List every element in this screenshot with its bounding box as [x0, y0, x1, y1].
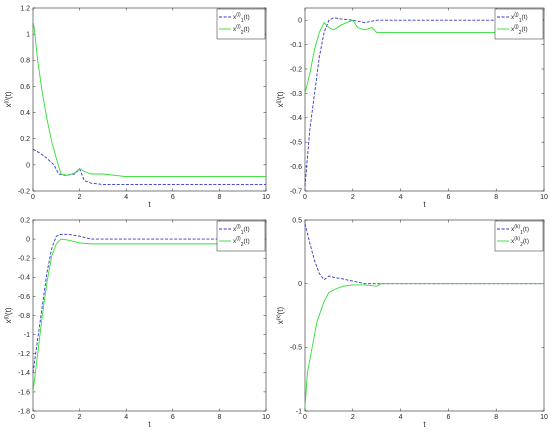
- series-line-2: [304, 283, 544, 408]
- x-tick-label: 6: [171, 194, 175, 201]
- legend-entry-1: x(j)1(t): [511, 12, 528, 24]
- x-tick-label: 8: [217, 194, 221, 201]
- legend-entry-2: x(k)2(t): [511, 236, 529, 248]
- y-tick-label: 0.5: [292, 217, 302, 224]
- series-line-2: [32, 20, 266, 178]
- x-tick-label: 6: [446, 414, 450, 421]
- legend-entry-2: x(i)2(t): [233, 24, 250, 36]
- y-tick-label: -1.6: [18, 389, 30, 396]
- legend: x(l)1(t)x(l)2(t): [216, 220, 266, 252]
- chart-panel-1: 0 2 4 6 8 10-0.200.20.40.60.811.2tx(i)(t)x(i)…: [4, 5, 270, 209]
- x-tick-label: 8: [217, 414, 221, 421]
- legend-entry-1: x(i)1(t): [233, 12, 250, 24]
- x-tick-label: 0: [31, 414, 35, 421]
- y-tick-label: -0.4: [290, 115, 302, 122]
- y-tick-label: -0.5: [290, 140, 302, 147]
- y-tick-label: -0.5: [290, 345, 302, 352]
- x-tick-label: 2: [78, 194, 82, 201]
- y-tick-label: 0.6: [20, 84, 30, 91]
- legend-box: [216, 8, 266, 40]
- y-tick-label: 0.8: [20, 58, 30, 65]
- x-tick-label: 10: [540, 414, 548, 421]
- legend: x(i)1(t)x(i)2(t): [216, 8, 266, 40]
- x-tick-label: 10: [262, 414, 270, 421]
- legend-entry-2: x(j)2(t): [511, 24, 528, 36]
- chart-panel-3: 0 2 4 6 8 10 -1.8 -1.6 -1.4 -1.2 -1 -0.8 -0.6 -0.4 -0.…: [4, 217, 270, 429]
- y-tick-label: -1.2: [18, 351, 30, 358]
- y-tick-label: -1.4: [18, 370, 30, 377]
- x-tick-label: 4: [399, 414, 403, 421]
- chart-panel-2: 0 2 4 6 8 10 -0.7 -0.6 -0.5 -0.4 -0.3 -0.2 -0.1 0 t x(j…: [276, 7, 548, 209]
- x-axis-label: t: [148, 420, 151, 429]
- y-tick-label: 0: [26, 237, 30, 244]
- y-tick-label: 0: [26, 162, 30, 169]
- y-tick-label: -1.8: [18, 408, 30, 415]
- y-tick-label: 1: [26, 32, 30, 39]
- plot-area: [304, 219, 545, 412]
- y-axis-label: x(i)(t): [4, 91, 13, 107]
- y-tick-label: 1.2: [20, 5, 30, 12]
- x-tick-label: 10: [262, 194, 270, 201]
- legend-box: [494, 8, 544, 40]
- y-tick-label: -0.3: [290, 91, 302, 98]
- y-tick-label: -1: [296, 408, 302, 415]
- x-tick-label: 4: [399, 194, 403, 201]
- x-tick-label: 6: [446, 194, 450, 201]
- y-tick-label: -0.4: [18, 275, 30, 282]
- y-tick-label: -0.6: [290, 164, 302, 171]
- y-tick-label: 0.2: [20, 217, 30, 224]
- x-tick-label: 2: [78, 414, 82, 421]
- x-tick-label: 4: [124, 414, 128, 421]
- series-line-1: [32, 148, 266, 185]
- y-tick-label: 0: [298, 281, 302, 288]
- y-tick-label: 0: [298, 18, 302, 25]
- y-tick-label: 0.4: [20, 110, 30, 117]
- y-tick-label: -0.2: [18, 188, 30, 195]
- series-line-2: [304, 19, 544, 94]
- series-line-2: [32, 238, 266, 392]
- x-tick-label: 8: [494, 194, 498, 201]
- x-tick-label: 2: [351, 414, 355, 421]
- y-axis-label: x(k)(t): [276, 306, 285, 324]
- x-tick-label: 6: [171, 414, 175, 421]
- x-tick-label: 4: [124, 194, 128, 201]
- legend-box: [216, 220, 266, 252]
- legend: x(j)1(t)x(j)2(t): [494, 8, 544, 40]
- y-tick-label: -0.7: [290, 188, 302, 195]
- legend-entry-2: x(l)2(t): [233, 236, 250, 248]
- legend-box: [494, 220, 544, 252]
- y-tick-label: -0.2: [18, 256, 30, 263]
- x-tick-label: 2: [351, 194, 355, 201]
- x-tick-label: 0: [31, 194, 35, 201]
- x-axis-label: t: [423, 420, 426, 429]
- legend: x(k)1(t)x(k)2(t): [494, 220, 544, 252]
- y-tick-label: -0.2: [290, 66, 302, 73]
- x-tick-label: 0: [303, 194, 307, 201]
- y-axis-label: x(j)(t): [276, 91, 285, 107]
- x-axis-label: t: [423, 200, 426, 209]
- legend-entry-1: x(k)1(t): [511, 224, 529, 236]
- legend-entry-1: x(l)1(t): [233, 224, 250, 236]
- series-line-1: [304, 17, 544, 187]
- y-tick-label: 0.2: [20, 136, 30, 143]
- x-tick-label: 10: [540, 194, 548, 201]
- y-tick-label: -0.6: [18, 294, 30, 301]
- y-tick-label: -1: [24, 332, 30, 339]
- y-tick-label: -0.8: [18, 313, 30, 320]
- chart-panel-4: 0 2 4 6 8 10 -1 -0.5 0 0.5 t x(k)(t) x(k)1(t)x(k)2(t…: [276, 217, 548, 429]
- x-tick-label: 8: [494, 414, 498, 421]
- y-tick-label: -0.1: [290, 42, 302, 49]
- y-axis-label: x(l)(t): [4, 307, 13, 323]
- series-line-1: [32, 233, 266, 373]
- x-axis-label: t: [148, 200, 151, 209]
- x-tick-label: 0: [303, 414, 307, 421]
- plot-area: [32, 219, 267, 412]
